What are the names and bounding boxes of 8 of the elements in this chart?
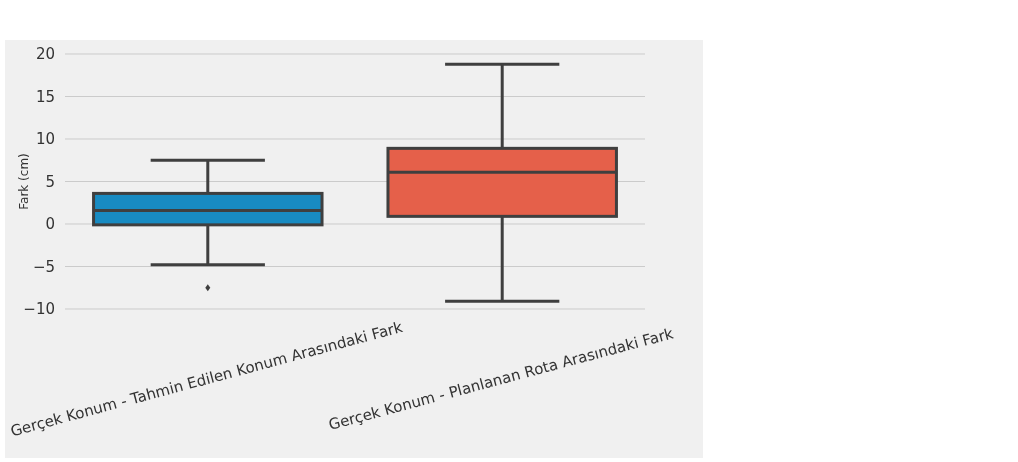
y-tick-label: −5: [32, 257, 55, 276]
y-axis-title: Fark (cm): [17, 153, 31, 210]
y-tick-label: 5: [45, 172, 55, 191]
y-tick-label: 10: [35, 130, 55, 149]
y-tick-label: 0: [45, 215, 55, 234]
y-tick-label: 20: [35, 45, 55, 64]
y-tick-label: 15: [35, 87, 55, 106]
y-tick-label: −10: [23, 300, 55, 319]
